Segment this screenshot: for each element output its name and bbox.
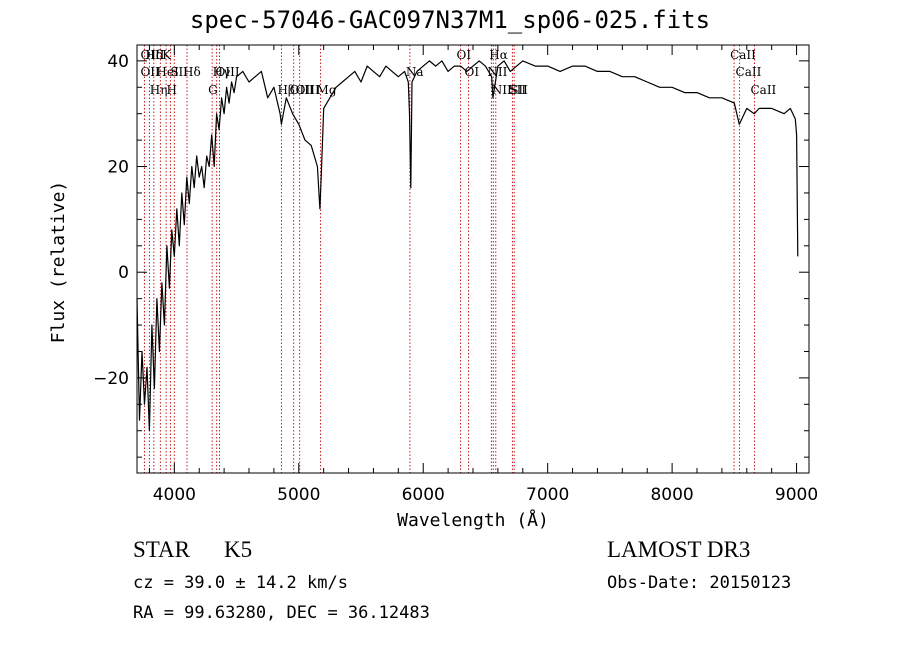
line-annotation: NII — [487, 65, 507, 79]
line-annotation: Na — [406, 65, 424, 79]
classification: STAR K5 — [133, 537, 252, 563]
observation-date: Obs-Date: 20150123 — [607, 573, 792, 593]
line-annotation: SII — [170, 65, 188, 79]
line-annotation: Mg — [317, 83, 337, 97]
y-tick-label: 0 — [118, 263, 129, 283]
chart-title: spec-57046-GAC097N37M1_sp06-025.fits — [189, 6, 711, 34]
plot-axes — [136, 44, 810, 474]
line-annotation: CaII — [750, 83, 776, 97]
line-annotation: OI — [457, 48, 472, 62]
survey-name: LAMOST DR3 — [607, 537, 751, 562]
line-annotation: OIII — [140, 48, 164, 62]
line-annotation: CaII — [730, 48, 756, 62]
x-tick-label: 9000 — [775, 485, 818, 505]
y-tick-label: 20 — [107, 158, 129, 178]
coordinates: RA = 99.63280, DEC = 36.12483 — [133, 603, 430, 623]
object-subclass: K5 — [223, 537, 253, 562]
redshift-velocity: cz = 39.0 ± 14.2 km/s — [133, 573, 348, 593]
line-annotation: HeI — [156, 65, 179, 79]
y-tick-label: −20 — [93, 369, 129, 389]
line-annotation: OII — [140, 65, 160, 79]
spectral-line-markers — [143, 45, 755, 473]
line-annotation: NII — [492, 83, 512, 97]
line-annotation: CaII — [736, 65, 762, 79]
x-tick-label: 4000 — [153, 485, 196, 505]
line-annotation: Hβ — [277, 83, 294, 97]
spectrum-series — [136, 60, 799, 432]
x-tick-label: 5000 — [277, 485, 320, 505]
line-annotation: K — [162, 48, 172, 62]
line-annotation: OI — [465, 65, 480, 79]
object-class: STAR — [133, 537, 190, 562]
line-annotation: OIII — [296, 83, 320, 97]
x-tick-label: 7000 — [526, 485, 569, 505]
axis-tick-labels: 4000 5000 6000 7000 8000 9000 −20 0 20 40 — [93, 52, 818, 505]
line-annotation: Hδ — [183, 65, 201, 79]
line-annotation: Hη — [150, 83, 168, 97]
line-annotation: OIII — [290, 83, 314, 97]
plot-frame — [136, 44, 810, 474]
line-annotation: H — [166, 83, 176, 97]
line-annotation: SII — [508, 83, 526, 97]
line-annotation: SII — [510, 83, 528, 97]
axis-ticks — [137, 45, 809, 473]
x-tick-label: 8000 — [650, 485, 693, 505]
line-annotation: Hγ — [213, 65, 231, 79]
x-axis-label: Wavelength (Å) — [397, 510, 549, 531]
spectrum-line — [136, 60, 799, 432]
y-axis-label: Flux (relative) — [48, 180, 69, 344]
line-annotation: Hδ — [145, 48, 163, 62]
y-tick-label: 40 — [107, 52, 129, 72]
line-annotation: Hα — [489, 48, 508, 62]
x-tick-label: 6000 — [402, 485, 445, 505]
line-annotation: G — [208, 83, 218, 97]
line-annotation: OIII — [216, 65, 240, 79]
